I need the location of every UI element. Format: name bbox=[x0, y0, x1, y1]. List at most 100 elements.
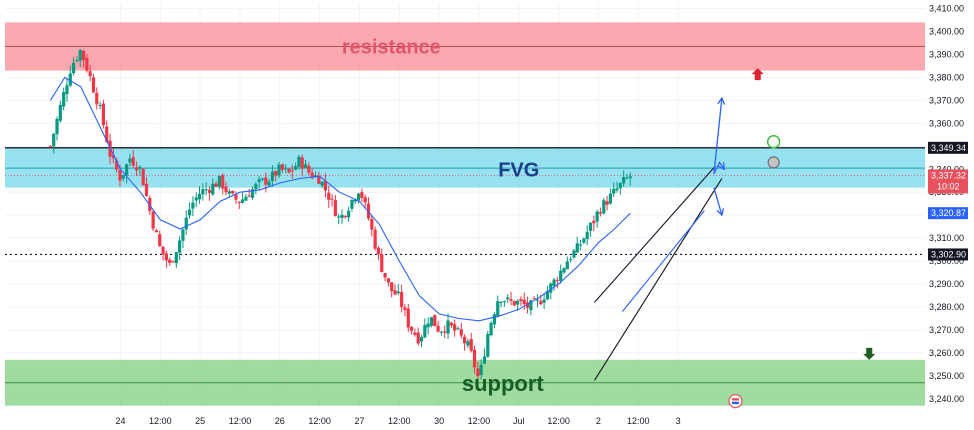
candle-body bbox=[181, 229, 185, 241]
time-axis[interactable]: 24 12:00 25 12:00 26 12:00 27 12:00 30 12:00 Jul 12… bbox=[115, 416, 680, 426]
channel-lower-line bbox=[593, 178, 723, 381]
candle-body bbox=[300, 157, 304, 169]
price-badge-last: 3,337.32 10:02 bbox=[928, 169, 968, 194]
candle-body bbox=[91, 77, 96, 93]
x-tick-label: 2 bbox=[596, 416, 601, 426]
candle-body bbox=[327, 192, 331, 200]
candle-body bbox=[453, 324, 457, 331]
candle-body bbox=[569, 259, 573, 261]
candle-body bbox=[406, 308, 410, 328]
candle-body bbox=[287, 168, 291, 173]
red-arrow-up-icon bbox=[751, 68, 764, 81]
y-tick-label: 3,300.00 bbox=[929, 256, 964, 266]
candle-body bbox=[373, 229, 377, 249]
candle-body bbox=[456, 328, 460, 330]
candle-body bbox=[68, 73, 72, 86]
candle-body bbox=[250, 189, 255, 198]
candle-body bbox=[516, 300, 520, 305]
x-tick-label: 12:00 bbox=[388, 416, 411, 426]
candle-body bbox=[101, 103, 106, 126]
candle-body bbox=[191, 202, 195, 209]
y-tick-label: 3,360.00 bbox=[929, 118, 964, 128]
candle-body bbox=[463, 336, 467, 344]
candle-body bbox=[71, 62, 76, 74]
candle-body bbox=[128, 158, 132, 163]
candle-body bbox=[519, 299, 523, 302]
candle-body bbox=[602, 200, 606, 214]
candle-body bbox=[615, 188, 619, 191]
y-tick-label: 3,400.00 bbox=[929, 27, 964, 37]
candle-body bbox=[267, 181, 271, 186]
candle-body bbox=[174, 252, 178, 264]
candle-body bbox=[502, 301, 506, 303]
price-badge-dotted: 3,302.90 bbox=[928, 248, 968, 261]
y-tick-label: 3,290.00 bbox=[929, 279, 964, 289]
y-tick-label: 3,380.00 bbox=[929, 72, 964, 82]
candle-body bbox=[595, 211, 599, 222]
candle-body bbox=[588, 222, 593, 231]
candle-body bbox=[565, 261, 569, 270]
x-tick-label: 30 bbox=[434, 416, 444, 426]
candle-body bbox=[486, 334, 490, 357]
x-tick-label: 12:00 bbox=[468, 416, 491, 426]
candle-body bbox=[512, 300, 516, 306]
x-tick-label: 26 bbox=[275, 416, 285, 426]
candle-body bbox=[522, 299, 526, 305]
candle-body bbox=[55, 118, 59, 135]
calendar-event-icon[interactable] bbox=[728, 394, 743, 409]
candle-body bbox=[439, 331, 444, 333]
candle-body bbox=[532, 298, 536, 300]
candle-body bbox=[62, 92, 66, 107]
candle-body bbox=[436, 325, 440, 332]
candle-body bbox=[416, 332, 420, 344]
candle-body bbox=[247, 195, 251, 197]
candle-body bbox=[592, 220, 596, 224]
candle-body bbox=[347, 210, 351, 218]
candle-body bbox=[231, 191, 235, 194]
support-label: support bbox=[462, 371, 545, 396]
candle-body bbox=[539, 300, 543, 305]
x-tick-label: Jul bbox=[513, 416, 525, 426]
candle-body bbox=[380, 254, 384, 273]
candle-body bbox=[111, 154, 115, 159]
candle-body bbox=[294, 166, 298, 170]
candle-body bbox=[383, 272, 387, 278]
candle-body bbox=[489, 322, 493, 336]
candle-body bbox=[555, 280, 559, 282]
candle-body bbox=[201, 189, 205, 195]
price-axis[interactable]: 3,410.00 3,400.00 3,390.00 3,380.00 3,370.00… bbox=[929, 4, 964, 404]
candle-body bbox=[52, 133, 56, 147]
candle-body bbox=[608, 193, 612, 204]
y-tick-label: 3,370.00 bbox=[929, 95, 964, 105]
candle-body bbox=[184, 217, 188, 230]
candle-body bbox=[85, 58, 89, 71]
candle-body bbox=[144, 183, 149, 196]
candle-body bbox=[413, 332, 417, 335]
projection-down bbox=[713, 187, 723, 216]
candle-body bbox=[535, 299, 540, 301]
candle-body bbox=[343, 216, 347, 218]
candle-body bbox=[214, 183, 218, 187]
candle-body bbox=[625, 177, 629, 179]
candle-body bbox=[333, 200, 337, 217]
candle-body bbox=[204, 189, 208, 191]
candle-body bbox=[98, 105, 102, 107]
green-circle-marker bbox=[766, 134, 781, 149]
projection-arrowhead bbox=[717, 96, 726, 105]
candle-body bbox=[217, 175, 221, 187]
candle-body bbox=[409, 326, 414, 331]
candle-body bbox=[280, 164, 284, 170]
candle-body bbox=[115, 160, 119, 170]
candle-body bbox=[290, 170, 294, 172]
candle-body bbox=[429, 317, 434, 326]
candle-body bbox=[317, 175, 321, 184]
x-tick-label: 12:00 bbox=[627, 416, 650, 426]
candle-body bbox=[260, 178, 265, 180]
candle-body bbox=[227, 191, 231, 194]
candle-body bbox=[492, 314, 497, 325]
candle-body bbox=[307, 165, 311, 173]
candle-body bbox=[121, 175, 125, 179]
candle-body bbox=[396, 291, 400, 294]
candle-body bbox=[618, 182, 622, 189]
y-tick-label: 3,280.00 bbox=[929, 302, 964, 312]
